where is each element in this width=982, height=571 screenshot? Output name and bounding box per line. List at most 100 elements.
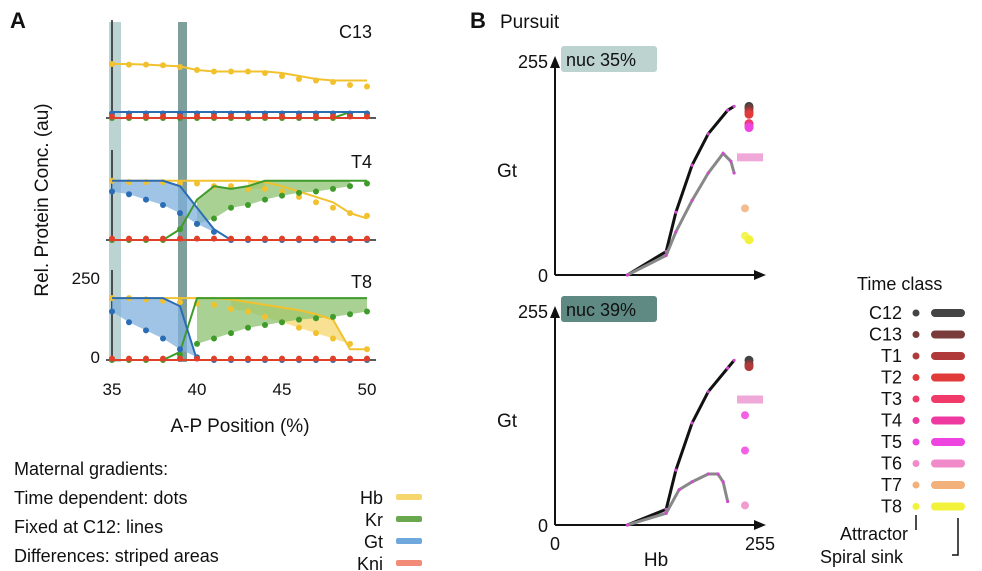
subplot-t4: T4 <box>106 150 376 243</box>
y-axis-zero-label: 0 <box>538 516 548 536</box>
dot-kni <box>143 235 149 242</box>
trajectory-spiral-sink <box>626 151 736 277</box>
dot-hb <box>347 340 353 347</box>
dot-hb <box>262 185 268 192</box>
trajectory-point <box>726 366 730 370</box>
trajectory-point <box>721 151 725 156</box>
difference-area-gt <box>112 298 129 323</box>
time-label-t8: T8 <box>881 497 902 517</box>
difference-area-kr <box>316 298 333 319</box>
dot-kr <box>194 340 200 347</box>
dot-kni <box>228 235 234 242</box>
dot-kr <box>296 316 302 323</box>
time-dot-t5 <box>912 438 920 446</box>
time-dot-t3 <box>912 395 920 403</box>
gene-label-kr: Kr <box>365 510 383 530</box>
time-bar-t7 <box>931 481 965 489</box>
attractor-point-t5 <box>744 123 754 133</box>
legend-line-4: Differences: striped areas <box>14 546 219 566</box>
subplot-title: T8 <box>351 272 372 292</box>
difference-area-kr <box>214 298 231 339</box>
difference-area-kr <box>299 298 316 320</box>
dot-kni <box>109 235 115 242</box>
y-axis-label: Gt <box>497 161 518 182</box>
time-label-t7: T7 <box>881 475 902 495</box>
difference-area-gt <box>180 186 197 224</box>
dot-gt <box>177 346 183 353</box>
time-dot-t8 <box>912 503 920 510</box>
trajectory-point <box>706 472 710 476</box>
dot-kr <box>279 192 285 199</box>
x-tick-50: 50 <box>358 380 377 399</box>
legend-maternal: Maternal gradients: Time dependent: dots… <box>14 459 422 571</box>
dot-kr <box>313 315 319 322</box>
panel-a-ylabel: Rel. Protein Conc. (au) <box>32 103 53 296</box>
dot-hb <box>330 335 336 342</box>
dot-kni <box>313 113 319 120</box>
dot-hb <box>279 73 285 79</box>
dot-kni <box>296 113 302 120</box>
time-label-c13: C13 <box>869 325 902 345</box>
time-dot-t2 <box>912 374 920 381</box>
dot-kni <box>177 113 183 120</box>
legend-attractor: Attractor <box>840 524 908 544</box>
difference-area-gt <box>163 298 180 350</box>
dot-kni <box>296 235 302 242</box>
dot-kr <box>211 335 217 342</box>
y-tick-250: 250 <box>72 269 100 288</box>
dot-hb <box>364 212 370 219</box>
dot-hb <box>313 77 319 84</box>
dot-kni <box>347 113 353 120</box>
x-tick-45: 45 <box>273 380 292 399</box>
dot-kni <box>330 235 336 242</box>
dot-kni <box>109 355 115 362</box>
dot-hb <box>160 62 166 69</box>
time-dot-t4 <box>912 417 920 424</box>
time-label-c12: C12 <box>869 303 902 323</box>
dot-gt <box>177 210 183 217</box>
dot-kr <box>245 324 251 331</box>
time-label-t4: T4 <box>881 411 902 431</box>
dot-kni <box>279 355 285 362</box>
dot-kr <box>211 215 217 222</box>
dot-kni <box>364 235 370 242</box>
gene-label-kni: Kni <box>357 554 383 571</box>
dot-kni <box>279 113 285 120</box>
dot-hb <box>330 204 336 211</box>
subplot-c13: C13 <box>106 20 376 121</box>
dot-kr <box>313 188 319 195</box>
dot-kni <box>245 235 251 242</box>
dot-gt <box>194 220 200 227</box>
time-bar-c13 <box>931 330 965 339</box>
legend-spiral-sink: Spiral sink <box>820 547 904 567</box>
dot-kni <box>262 113 268 120</box>
dot-hb <box>228 305 234 312</box>
trajectory-point <box>706 132 710 136</box>
time-bar-t1 <box>931 352 965 360</box>
difference-area-kr <box>299 180 316 193</box>
badge-label: nuc 39% <box>566 300 636 320</box>
dot-hb <box>126 61 132 68</box>
spiral-sink-marker <box>737 395 763 404</box>
time-bar-t6 <box>931 459 965 468</box>
difference-area-gt <box>146 298 163 339</box>
phase-plot-bottom <box>550 306 766 530</box>
difference-area-gt <box>112 180 129 195</box>
hb-axis-arrow <box>754 270 766 280</box>
dot-hb <box>262 313 268 320</box>
time-label-t2: T2 <box>881 368 902 388</box>
x-axis-label: Hb <box>644 550 668 571</box>
y-axis-label: Gt <box>497 411 518 432</box>
gene-label-gt: Gt <box>364 532 383 552</box>
attractor-point-t2 <box>744 109 754 119</box>
badge-bg <box>561 296 657 322</box>
dot-kni <box>211 355 217 362</box>
trajectory-point <box>674 230 678 234</box>
dot-kni <box>245 113 251 120</box>
difference-area-kr <box>214 186 231 219</box>
phase-plot-top <box>550 56 766 280</box>
dot-hb <box>347 210 353 217</box>
difference-area-gt <box>129 298 146 331</box>
difference-area-hb <box>316 314 333 339</box>
